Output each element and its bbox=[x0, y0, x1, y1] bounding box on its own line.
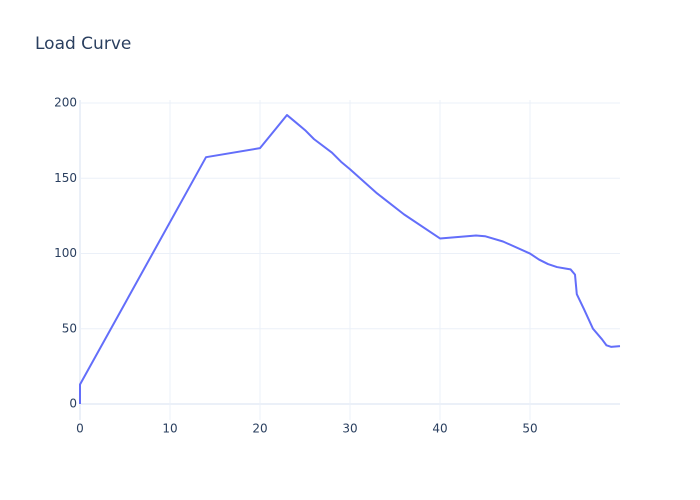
y-tick-label: 100 bbox=[54, 246, 77, 260]
x-tick-label: 10 bbox=[162, 422, 177, 436]
y-tick-label: 0 bbox=[69, 397, 77, 411]
x-tick-label: 20 bbox=[252, 422, 267, 436]
x-tick-label: 0 bbox=[76, 422, 84, 436]
x-tick-label: 40 bbox=[432, 422, 447, 436]
y-tick-label: 150 bbox=[54, 171, 77, 185]
y-tick-label: 50 bbox=[62, 321, 77, 335]
x-tick-label: 50 bbox=[522, 422, 537, 436]
line bbox=[79, 114, 621, 405]
y-tick-label: 200 bbox=[54, 96, 77, 110]
x-tick-label: 30 bbox=[342, 422, 357, 436]
chart-title: Load Curve bbox=[35, 34, 131, 54]
